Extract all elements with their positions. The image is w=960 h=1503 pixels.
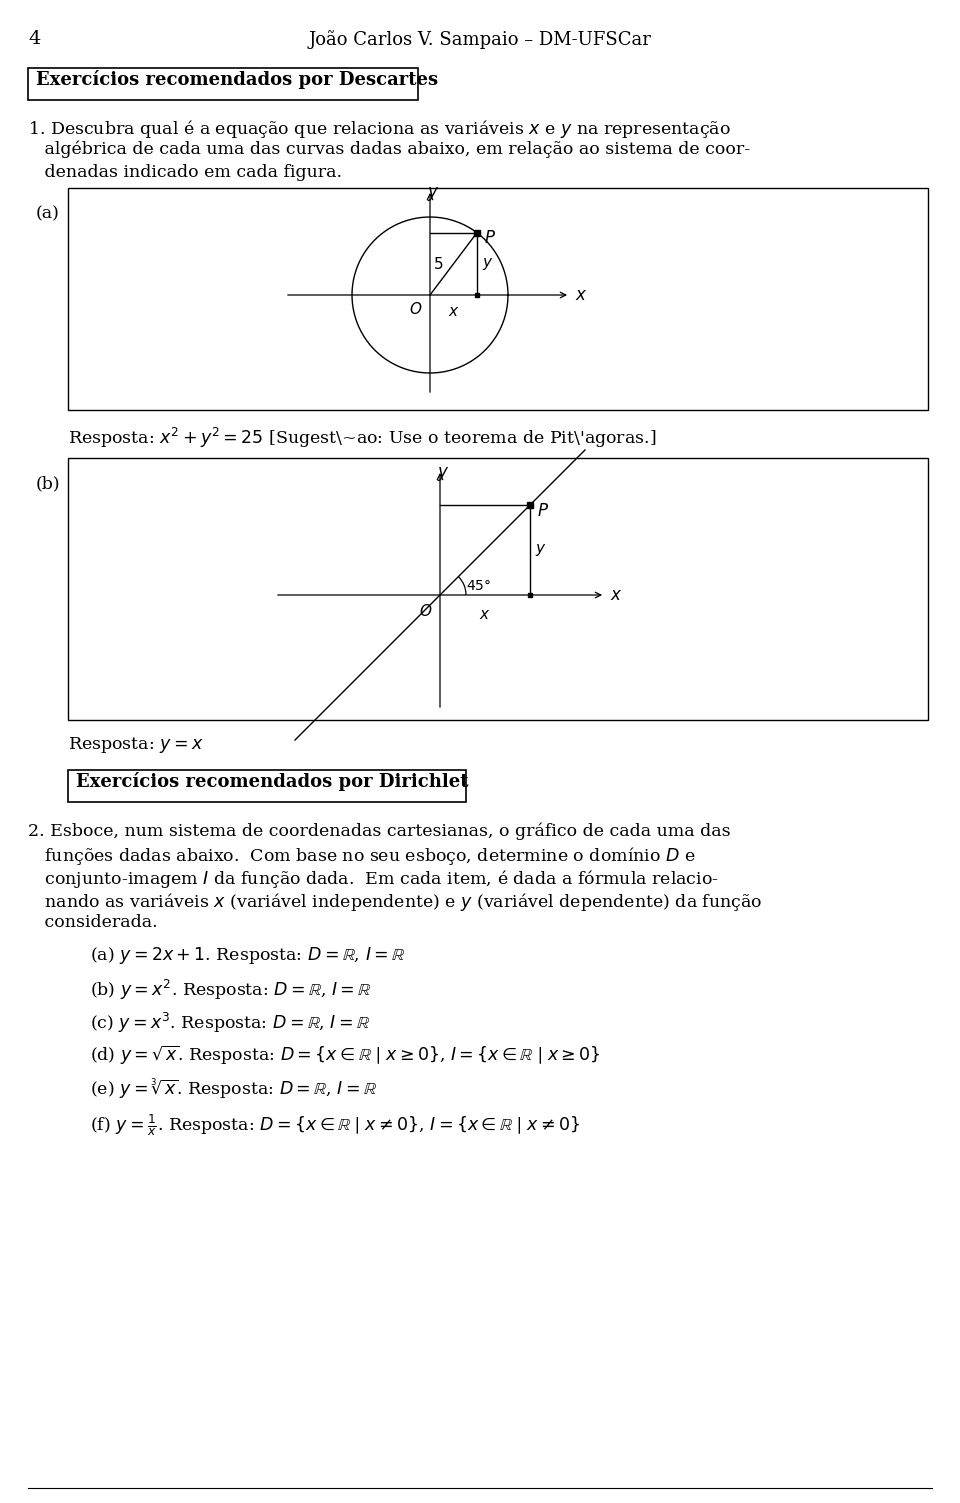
Text: $y$: $y$ (437, 464, 449, 482)
Text: (e) $y = \sqrt[3]{x}$. Resposta: $D = \mathbb{R}$, $I = \mathbb{R}$: (e) $y = \sqrt[3]{x}$. Resposta: $D = \m… (90, 1078, 377, 1100)
Text: funções dadas abaixo.  Com base no seu esboço, determine o domínio $D$ e: funções dadas abaixo. Com base no seu es… (28, 845, 696, 867)
Text: (a) $y = 2x + 1$. Resposta: $D = \mathbb{R}$, $I = \mathbb{R}$: (a) $y = 2x + 1$. Resposta: $D = \mathbb… (90, 945, 405, 966)
Text: $O$: $O$ (419, 603, 432, 619)
Text: Resposta: $x^2 + y^2 = 25$ [Sugest\~ao: Use o teorema de Pit\'agoras.]: Resposta: $x^2 + y^2 = 25$ [Sugest\~ao: … (68, 425, 657, 449)
Text: (c) $y = x^3$. Resposta: $D = \mathbb{R}$, $I = \mathbb{R}$: (c) $y = x^3$. Resposta: $D = \mathbb{R}… (90, 1012, 371, 1036)
Text: (d) $y = \sqrt{x}$. Resposta: $D = \{x \in \mathbb{R} \mid x \geq 0\}$, $I = \{x: (d) $y = \sqrt{x}$. Resposta: $D = \{x \… (90, 1045, 601, 1067)
Text: $x$: $x$ (447, 305, 459, 319)
Text: $x$: $x$ (479, 609, 491, 622)
Text: Resposta: $y = x$: Resposta: $y = x$ (68, 735, 204, 755)
FancyBboxPatch shape (28, 68, 418, 101)
Text: 1. Descubra qual é a equação que relaciona as variáveis $x$ e $y$ na representaç: 1. Descubra qual é a equação que relacio… (28, 119, 731, 140)
Text: 2. Esboce, num sistema de coordenadas cartesianas, o gráfico de cada uma das: 2. Esboce, num sistema de coordenadas ca… (28, 822, 731, 840)
Text: $45°$: $45°$ (466, 579, 492, 594)
Text: 4: 4 (28, 30, 40, 48)
Text: conjunto-imagem $I$ da função dada.  Em cada item, é dada a fórmula relacio-: conjunto-imagem $I$ da função dada. Em c… (28, 869, 719, 890)
Text: $x$: $x$ (610, 586, 622, 604)
Text: $y$: $y$ (535, 543, 546, 558)
Text: $P$: $P$ (537, 504, 549, 520)
Text: (f) $y = \frac{1}{x}$. Resposta: $D = \{x \in \mathbb{R} \mid x \neq 0\}$, $I = : (f) $y = \frac{1}{x}$. Resposta: $D = \{… (90, 1112, 580, 1138)
Text: $y$: $y$ (482, 256, 493, 272)
Text: João Carlos V. Sampaio – DM-UFSCar: João Carlos V. Sampaio – DM-UFSCar (308, 30, 652, 50)
Text: (b): (b) (36, 475, 60, 491)
Text: $y$: $y$ (427, 185, 440, 203)
Text: $5$: $5$ (433, 256, 444, 272)
Bar (68, 458, 928, 720)
Text: considerada.: considerada. (28, 914, 157, 930)
Text: Exercícios recomendados por Descartes: Exercícios recomendados por Descartes (36, 71, 438, 89)
Text: $P$: $P$ (484, 230, 496, 246)
Text: $x$: $x$ (575, 287, 588, 304)
Text: algébrica de cada uma das curvas dadas abaixo, em relação ao sistema de coor-: algébrica de cada uma das curvas dadas a… (28, 141, 750, 158)
Text: $O$: $O$ (409, 301, 422, 317)
Text: nando as variáveis $x$ (variável independente) e $y$ (variável dependente) da fu: nando as variáveis $x$ (variável indepen… (28, 891, 762, 912)
Bar (68, 188, 928, 410)
Text: (a): (a) (36, 204, 60, 222)
Text: (b) $y = x^2$. Resposta: $D = \mathbb{R}$, $I = \mathbb{R}$: (b) $y = x^2$. Resposta: $D = \mathbb{R}… (90, 978, 372, 1003)
Text: Exercícios recomendados por Dirichlet: Exercícios recomendados por Dirichlet (76, 773, 468, 791)
Text: denadas indicado em cada figura.: denadas indicado em cada figura. (28, 164, 342, 180)
FancyBboxPatch shape (68, 770, 466, 803)
